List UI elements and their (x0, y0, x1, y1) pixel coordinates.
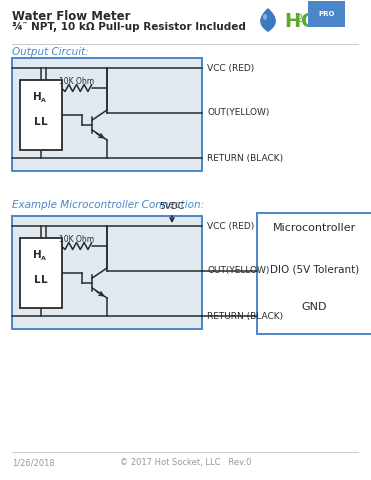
Text: 2: 2 (296, 14, 302, 24)
Text: VCC (RED): VCC (RED) (207, 63, 254, 72)
Text: © 2017 Hot Socket, LLC   Rev.0: © 2017 Hot Socket, LLC Rev.0 (120, 458, 252, 467)
Text: L: L (41, 275, 47, 285)
FancyBboxPatch shape (12, 216, 202, 329)
FancyBboxPatch shape (12, 58, 202, 171)
Text: H: H (33, 251, 42, 261)
Text: H: H (284, 12, 300, 31)
Bar (20, 238, 62, 308)
Text: ¾″ NPT, 10 kΩ Pull-up Resistor Included: ¾″ NPT, 10 kΩ Pull-up Resistor Included (12, 22, 246, 32)
Text: L: L (34, 275, 40, 285)
Text: OUT(YELLOW): OUT(YELLOW) (207, 266, 269, 276)
PathPatch shape (260, 8, 276, 32)
Text: VCC (RED): VCC (RED) (207, 221, 254, 230)
Text: O: O (301, 12, 318, 31)
Text: DIO (5V Tolerant): DIO (5V Tolerant) (270, 265, 359, 275)
Ellipse shape (263, 14, 267, 20)
Text: Example Microcontroller Connection:: Example Microcontroller Connection: (12, 200, 204, 210)
Text: GND: GND (302, 302, 327, 312)
Text: Microcontroller: Microcontroller (273, 223, 356, 233)
Text: H: H (33, 93, 42, 103)
FancyBboxPatch shape (257, 213, 371, 334)
Text: 10K Ohm: 10K Ohm (59, 76, 94, 85)
Text: 1/26/2018: 1/26/2018 (12, 458, 55, 467)
Text: L: L (41, 117, 47, 127)
Text: A: A (40, 98, 45, 104)
Text: PRO: PRO (318, 11, 335, 17)
Text: Water Flow Meter: Water Flow Meter (12, 10, 131, 23)
Bar (20, 80, 62, 150)
Text: RETURN (BLACK): RETURN (BLACK) (207, 154, 283, 163)
Text: RETURN (BLACK): RETURN (BLACK) (207, 312, 283, 321)
Text: Output Circuit:: Output Circuit: (12, 47, 89, 57)
Text: A: A (40, 256, 45, 262)
Text: L: L (34, 117, 40, 127)
Text: 5VDC: 5VDC (160, 202, 184, 211)
Text: 10K Ohm: 10K Ohm (59, 235, 94, 243)
Text: OUT(YELLOW): OUT(YELLOW) (207, 108, 269, 118)
